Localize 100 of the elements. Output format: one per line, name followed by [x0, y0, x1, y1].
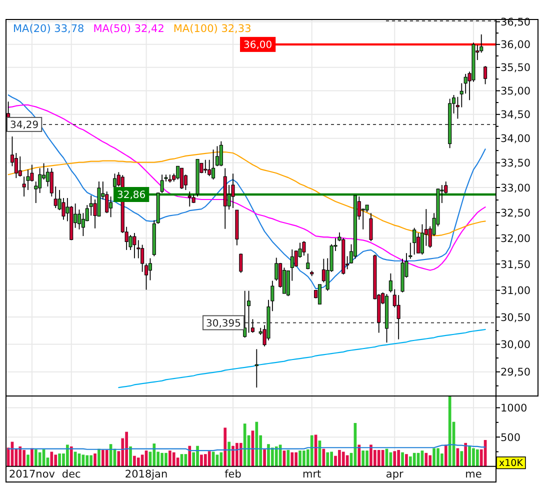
candlestick	[148, 258, 152, 281]
bar	[50, 452, 54, 466]
bar	[468, 446, 471, 466]
candlestick	[215, 146, 219, 167]
bar	[129, 446, 132, 466]
bar	[401, 452, 404, 466]
bar	[188, 446, 192, 466]
bar	[298, 450, 302, 466]
candlestick	[282, 267, 286, 294]
y-tick-label: 36,50	[500, 16, 531, 29]
bar	[274, 446, 278, 466]
bar	[370, 444, 372, 466]
bar	[476, 449, 479, 466]
y-tick-label: 30,00	[500, 339, 531, 351]
ref-line-label: 32,86	[117, 190, 146, 202]
line-series	[118, 328, 486, 388]
bar	[125, 432, 128, 466]
bar	[232, 446, 234, 466]
bar	[70, 446, 73, 466]
x-tick-label: me	[465, 468, 482, 480]
y-tick-label: 35,50	[500, 62, 531, 74]
candlestick	[140, 244, 144, 272]
candlestick	[254, 348, 258, 388]
y-tick-label: 30,50	[500, 312, 531, 324]
bar	[302, 450, 306, 466]
y-tick-label: 35,00	[500, 86, 531, 98]
bar	[236, 442, 238, 466]
bar	[164, 452, 168, 466]
bar	[140, 454, 144, 466]
candlestick	[14, 152, 18, 179]
candlestick	[132, 232, 136, 259]
bar	[105, 450, 108, 466]
bar	[393, 451, 396, 466]
bar	[30, 448, 34, 466]
bar	[200, 454, 203, 466]
bar	[255, 422, 258, 466]
bar	[408, 456, 412, 466]
bar	[362, 450, 365, 466]
bar	[54, 454, 58, 466]
ref-line-label: 36,00	[244, 40, 272, 52]
bar	[294, 452, 298, 466]
candlestick	[318, 284, 322, 304]
bar	[133, 456, 136, 466]
bar	[204, 454, 207, 466]
bar	[436, 448, 440, 466]
candlestick	[219, 140, 223, 167]
bar	[267, 444, 270, 466]
text: MA(20) 33,78	[13, 22, 84, 35]
candlestick	[243, 290, 247, 338]
x-tick-label: 2018jan	[124, 468, 168, 480]
bar	[464, 442, 468, 466]
text: MA(50) 32,42	[93, 22, 164, 35]
y-tick-label: 32,00	[500, 232, 531, 245]
bar	[224, 428, 227, 466]
bar	[18, 446, 22, 466]
y-tick-label: 31,00	[500, 285, 531, 298]
x-tick-label: mrt	[302, 468, 322, 480]
bar	[377, 450, 380, 466]
bar	[26, 454, 30, 466]
bar	[196, 446, 199, 466]
candlestick	[250, 318, 254, 334]
candlestick	[231, 173, 235, 209]
x-tick-label: 2017nov	[8, 468, 55, 480]
bar	[22, 450, 26, 466]
bar	[358, 444, 361, 466]
bar	[90, 455, 93, 466]
bar	[338, 450, 341, 466]
bar	[271, 448, 274, 466]
bar	[34, 449, 38, 466]
bar	[444, 444, 448, 466]
candlestick	[369, 212, 373, 242]
candlestick	[212, 149, 216, 180]
y-axis-title: x10K	[498, 458, 524, 470]
bar	[160, 452, 164, 466]
x-tick-label: apr	[386, 468, 404, 480]
x-tick-label: dec	[62, 468, 82, 480]
y-tick-label: 33,00	[500, 182, 531, 194]
bar	[58, 453, 61, 466]
candlestick	[188, 191, 192, 207]
candlestick	[396, 294, 400, 340]
bar	[66, 444, 69, 466]
x-tick-label: feb	[224, 468, 242, 480]
bar	[172, 452, 176, 466]
bar	[152, 444, 156, 466]
y-tick-label: 500	[500, 432, 521, 444]
candlestick	[302, 240, 306, 256]
candlestick	[109, 196, 113, 218]
bar	[310, 435, 314, 466]
candlestick	[204, 159, 208, 174]
bar	[460, 451, 464, 466]
candlestick	[208, 159, 212, 177]
bar	[432, 448, 436, 466]
bar	[228, 442, 230, 466]
candlestick	[239, 253, 243, 274]
bar	[472, 448, 475, 466]
bar	[397, 450, 400, 466]
bar	[38, 452, 42, 466]
candlestick	[112, 173, 116, 188]
bar	[98, 448, 100, 466]
bar	[405, 454, 408, 466]
